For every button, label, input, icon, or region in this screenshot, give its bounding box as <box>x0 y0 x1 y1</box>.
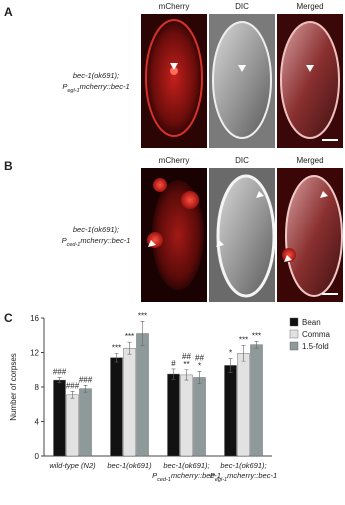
column-header: Merged <box>296 156 323 165</box>
label-part: egl-1 <box>67 88 79 94</box>
column-header: DIC <box>235 2 249 11</box>
bar <box>167 373 180 457</box>
error-bar <box>57 377 62 383</box>
bar <box>53 379 66 457</box>
significance: * <box>198 361 201 370</box>
x-tick-label: Pced-1mcherry::bec-1 <box>152 471 221 483</box>
significance: * <box>229 349 232 358</box>
panel-b-images <box>141 168 343 302</box>
significance: ** <box>183 360 189 369</box>
error-bar <box>83 384 88 393</box>
legend-label: Comma <box>302 330 331 339</box>
significance: ### <box>79 375 93 384</box>
label-part: mcherry::bec-1 <box>171 471 221 480</box>
column-header: Merged <box>296 2 323 11</box>
significance: ### <box>66 381 80 390</box>
significance: ### <box>53 368 67 377</box>
error-bar <box>140 321 145 346</box>
legend-swatch <box>289 329 299 339</box>
error-bar <box>254 340 259 349</box>
bar <box>180 374 193 457</box>
error-bar <box>171 368 176 380</box>
significance: *** <box>252 331 261 340</box>
label-part: ced-1 <box>67 242 81 248</box>
column-header: mCherry <box>159 156 190 165</box>
label-part: egl-1 <box>215 477 227 483</box>
label-part: P <box>152 471 157 480</box>
bar <box>66 394 79 457</box>
x-tick-label: Pegl-1mcherry::bec-1 <box>210 471 277 483</box>
label-part: P <box>62 82 67 91</box>
error-bar <box>127 341 132 355</box>
column-header: DIC <box>235 156 249 165</box>
bar <box>237 353 250 457</box>
x-tick-label: bec-1(ok691); <box>220 461 266 470</box>
error-bar <box>184 369 189 381</box>
bar <box>193 377 206 457</box>
bar <box>224 365 237 457</box>
y-axis-label: Number of corpses <box>9 353 18 421</box>
legend-label: Bean <box>302 318 321 327</box>
y-tick-label: 0 <box>35 452 40 461</box>
error-bar <box>70 391 75 399</box>
error-bar <box>197 371 202 384</box>
x-tick-label: wild-type (N2) <box>49 461 96 470</box>
bar <box>136 333 149 457</box>
panel-a-images <box>141 14 343 148</box>
significance: *** <box>125 332 134 341</box>
label-part: mcherry::bec-1 <box>80 236 130 245</box>
bar <box>250 344 263 457</box>
significance: *** <box>239 336 248 345</box>
significance: # <box>171 359 176 368</box>
significance: ## <box>182 352 191 361</box>
error-bar <box>114 353 119 363</box>
bar <box>79 388 92 457</box>
x-tick-label: bec-1(ok691); <box>163 461 209 470</box>
legend-swatch <box>289 317 299 327</box>
genotype-label: Pegl-1mcherry::bec-1 <box>62 82 129 94</box>
legend-swatch <box>289 341 299 351</box>
error-bar <box>228 358 233 373</box>
bar <box>123 347 136 457</box>
panel-label: A <box>4 5 13 19</box>
legend-label: 1.5-fold <box>302 342 329 351</box>
label-part: P <box>210 471 215 480</box>
panel-label: B <box>4 159 13 173</box>
significance: ## <box>195 353 204 362</box>
bar <box>110 357 123 457</box>
label-part: mcherry::bec-1 <box>227 471 277 480</box>
y-tick-label: 16 <box>30 314 39 323</box>
genotype-label: bec-1(ok691); <box>73 71 119 80</box>
label-part: P <box>62 236 67 245</box>
significance: *** <box>138 311 147 320</box>
y-tick-label: 4 <box>35 418 40 427</box>
error-bar <box>241 345 246 362</box>
y-tick-label: 12 <box>30 349 39 358</box>
x-tick-label: bec-1(ok691) <box>107 461 152 470</box>
label-part: ced-1 <box>157 477 171 483</box>
y-tick-label: 8 <box>35 383 40 392</box>
genotype-label: bec-1(ok691); <box>73 225 119 234</box>
label-part: mcherry::bec-1 <box>80 82 130 91</box>
significance: *** <box>112 343 121 352</box>
genotype-label: Pced-1mcherry::bec-1 <box>62 236 131 248</box>
panel-label: C <box>4 311 13 325</box>
column-header: mCherry <box>159 2 190 11</box>
